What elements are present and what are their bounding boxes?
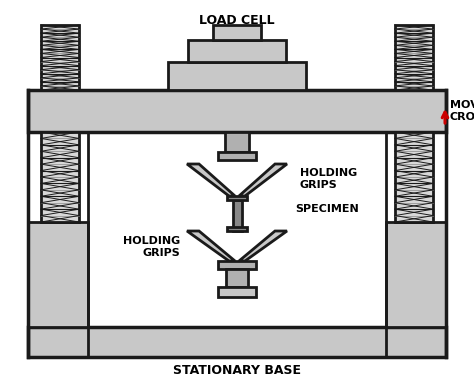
- Bar: [225, 132, 249, 152]
- Text: SPECIMEN: SPECIMEN: [295, 204, 359, 214]
- Text: HOLDING
GRIPS: HOLDING GRIPS: [300, 168, 357, 190]
- Bar: [213, 25, 261, 40]
- Polygon shape: [239, 164, 287, 196]
- Bar: [28, 327, 446, 357]
- Bar: [227, 196, 247, 200]
- Bar: [41, 132, 79, 222]
- Polygon shape: [187, 231, 235, 261]
- Bar: [233, 200, 242, 231]
- Polygon shape: [187, 164, 235, 196]
- Bar: [218, 287, 256, 297]
- Bar: [218, 261, 256, 269]
- Polygon shape: [239, 231, 287, 261]
- Bar: [188, 40, 286, 62]
- Text: HOLDING
GRIPS: HOLDING GRIPS: [123, 236, 180, 258]
- Bar: [28, 222, 88, 327]
- Bar: [41, 25, 79, 90]
- Bar: [227, 227, 247, 231]
- Text: MOVING
CROSSHEAD: MOVING CROSSHEAD: [450, 100, 474, 122]
- Text: LOAD CELL: LOAD CELL: [199, 14, 275, 27]
- Bar: [395, 132, 433, 222]
- Text: STATIONARY BASE: STATIONARY BASE: [173, 365, 301, 377]
- Bar: [226, 269, 248, 287]
- Bar: [395, 25, 433, 90]
- Bar: [88, 132, 386, 327]
- Bar: [168, 62, 306, 90]
- Bar: [28, 90, 446, 132]
- Bar: [386, 222, 446, 327]
- Bar: [218, 152, 256, 160]
